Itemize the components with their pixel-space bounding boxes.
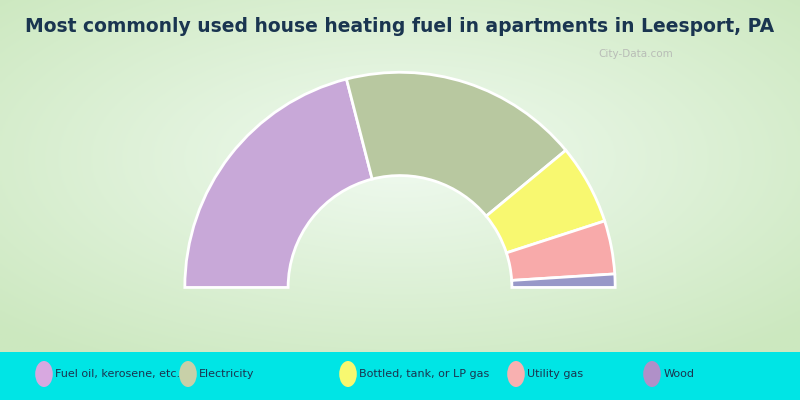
- Wedge shape: [346, 72, 566, 216]
- Text: Utility gas: Utility gas: [527, 369, 583, 379]
- Wedge shape: [185, 79, 372, 288]
- Wedge shape: [506, 221, 614, 280]
- Text: City-Data.com: City-Data.com: [598, 49, 673, 59]
- Text: Most commonly used house heating fuel in apartments in Leesport, PA: Most commonly used house heating fuel in…: [26, 17, 774, 36]
- Wedge shape: [512, 274, 615, 288]
- Ellipse shape: [179, 361, 197, 387]
- Ellipse shape: [507, 361, 525, 387]
- Ellipse shape: [643, 361, 661, 387]
- Text: Electricity: Electricity: [199, 369, 254, 379]
- Text: Bottled, tank, or LP gas: Bottled, tank, or LP gas: [359, 369, 490, 379]
- Wedge shape: [486, 150, 605, 253]
- Text: Wood: Wood: [663, 369, 694, 379]
- Text: Fuel oil, kerosene, etc.: Fuel oil, kerosene, etc.: [55, 369, 180, 379]
- Ellipse shape: [339, 361, 357, 387]
- Ellipse shape: [35, 361, 53, 387]
